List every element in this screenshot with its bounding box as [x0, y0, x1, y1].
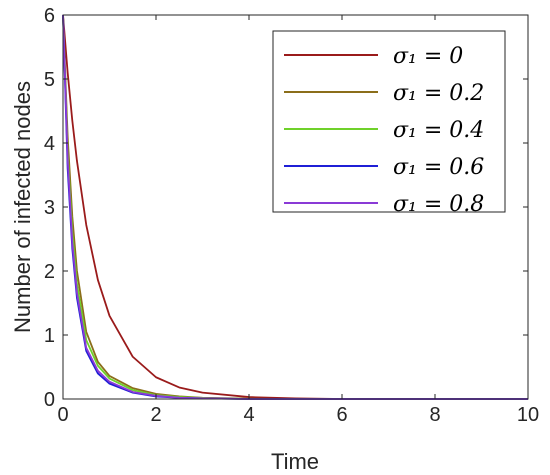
x-tick-label: 10 — [517, 404, 539, 426]
legend-label-2: σ₁ = 0.4 — [393, 118, 484, 143]
x-tick-label: 6 — [336, 404, 347, 426]
legend-label-1: σ₁ = 0.2 — [393, 81, 484, 106]
x-tick-label: 8 — [429, 404, 440, 426]
x-tick-label: 4 — [243, 404, 254, 426]
axis-ticks: 0 2 4 6 8 10 0 1 2 3 4 5 6 — [44, 5, 539, 426]
legend-label-0: σ₁ = 0 — [393, 44, 463, 69]
y-tick-label: 0 — [44, 389, 55, 411]
legend-box — [272, 30, 506, 213]
y-tick-label: 1 — [44, 325, 55, 347]
y-tick-label: 5 — [44, 69, 55, 91]
y-tick-label: 4 — [44, 133, 55, 155]
y-tick-label: 6 — [44, 5, 55, 27]
x-tick-label: 2 — [150, 404, 161, 426]
x-axis-title: Time — [271, 449, 319, 474]
y-tick-label: 2 — [44, 261, 55, 283]
legend-label-4: σ₁ = 0.8 — [393, 192, 484, 217]
x-tick-label: 0 — [57, 404, 68, 426]
y-axis-title: Number of infected nodes — [10, 81, 35, 333]
legend: σ₁ = 0 σ₁ = 0.2 σ₁ = 0.4 σ₁ = 0.6 σ₁ = 0.8 — [272, 30, 506, 217]
legend-label-3: σ₁ = 0.6 — [393, 155, 484, 180]
y-tick-label: 3 — [44, 197, 55, 219]
